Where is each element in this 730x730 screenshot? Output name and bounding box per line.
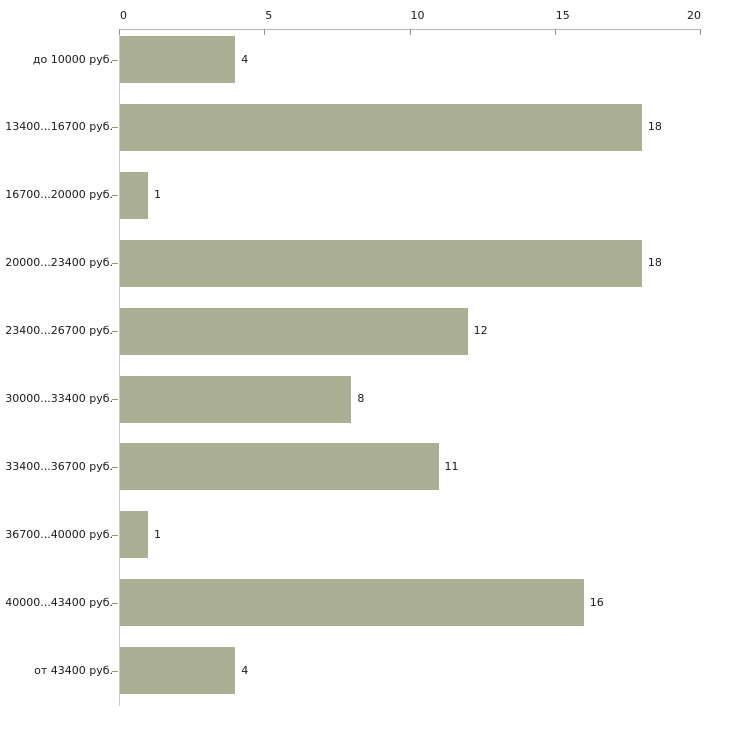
x-axis-tick-label: 15: [555, 9, 570, 22]
y-axis-tick: [112, 331, 118, 332]
category-label: 36700...40000 руб.: [5, 527, 113, 541]
x-axis-tick: [554, 29, 556, 35]
bar-value-label: 4: [241, 52, 249, 66]
category-label: 13400...16700 руб.: [5, 120, 113, 134]
category-label: 16700...20000 руб.: [5, 188, 113, 202]
y-axis-tick: [112, 195, 118, 196]
bar: [120, 36, 236, 83]
y-axis-line: [119, 29, 120, 706]
x-axis-tick: [264, 29, 266, 35]
bar-value-label: 1: [154, 527, 162, 541]
bar: [120, 103, 642, 151]
x-axis-tick: [119, 29, 120, 35]
y-axis-tick: [112, 263, 118, 264]
x-axis-tick: [409, 29, 411, 35]
y-axis-tick: [112, 603, 118, 604]
bar: [120, 239, 642, 287]
bar-value-label: 16: [589, 595, 604, 609]
y-axis-tick: [112, 535, 118, 536]
x-axis-tick-label: 10: [410, 9, 425, 22]
x-axis-tick-label: 20: [687, 9, 701, 22]
x-axis-tick-label: 0: [120, 9, 127, 22]
bar: [120, 647, 236, 695]
y-axis-tick: [112, 671, 118, 672]
bar: [120, 307, 468, 355]
bar-value-label: 12: [473, 324, 488, 338]
bar: [120, 579, 584, 627]
y-axis-tick: [112, 467, 118, 468]
category-label: 20000...23400 руб.: [5, 256, 113, 270]
bar-value-label: 11: [444, 459, 459, 473]
bar-value-label: 4: [241, 663, 249, 677]
category-label: до 10000 руб.: [32, 52, 113, 66]
bar-value-label: 18: [647, 120, 662, 134]
category-label: 40000...43400 руб.: [5, 595, 113, 609]
bar-value-label: 8: [357, 392, 365, 405]
bar: [120, 171, 149, 219]
category-label: 30000...33400 руб.: [5, 392, 113, 405]
bar-value-label: 18: [647, 256, 662, 270]
x-axis-tick-label: 5: [265, 9, 273, 22]
bar: [120, 511, 149, 559]
bar: [120, 375, 352, 423]
category-label: 33400...36700 руб.: [5, 459, 113, 473]
x-axis-tick: [700, 29, 701, 35]
category-label: от 43400 руб.: [34, 663, 113, 677]
y-axis-tick: [112, 60, 118, 61]
y-axis-tick: [112, 127, 118, 128]
bar-value-label: 1: [154, 188, 162, 202]
bar: [120, 443, 439, 491]
y-axis-tick: [112, 399, 118, 400]
category-label: 23400...26700 руб.: [5, 324, 113, 338]
